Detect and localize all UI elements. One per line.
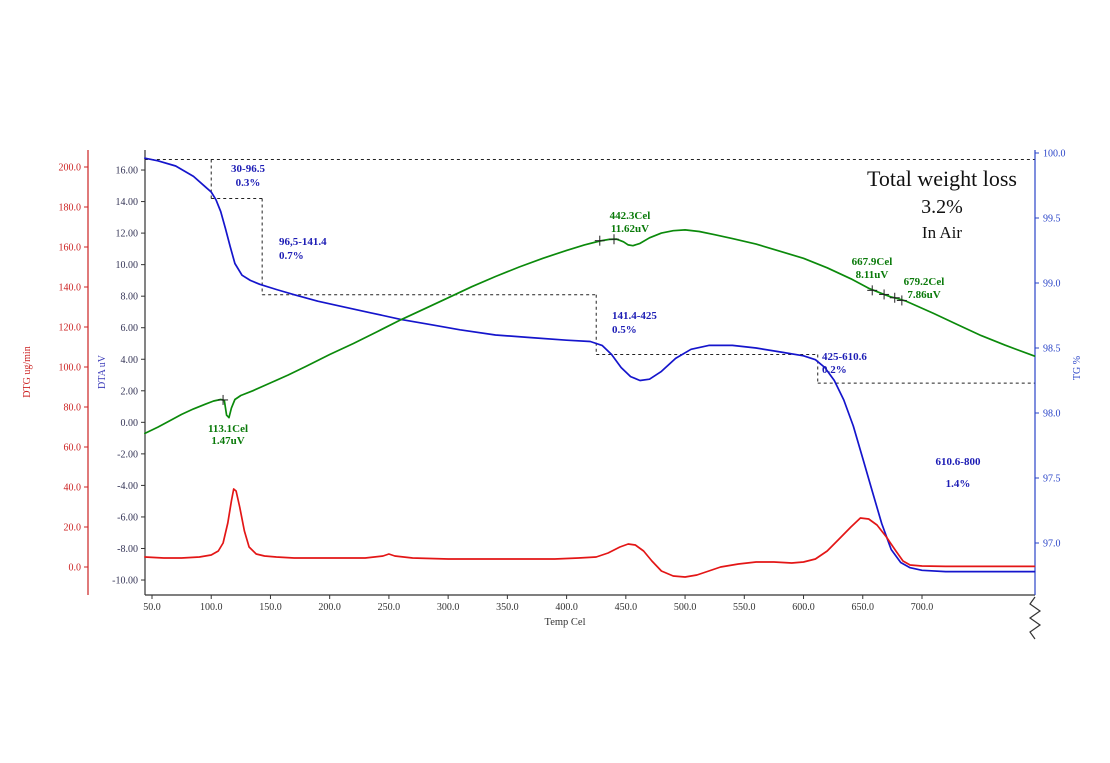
dta-tick-label: 4.00: [121, 355, 139, 366]
annotation-text: 1.47uV: [211, 435, 244, 447]
dta-tick-label: 12.00: [116, 229, 139, 240]
tg-tick-label: 99.5: [1043, 213, 1061, 224]
x-tick-label: 500.0: [674, 602, 697, 613]
x-tick-label: 400.0: [555, 602, 578, 613]
dta-curve: [144, 229, 1036, 435]
annotation-text: 0.7%: [279, 250, 304, 262]
x-tick-label: 650.0: [852, 602, 875, 613]
annotations: 30-96.5 0.3% 96,5-141.4 0.7% 442.3Cel11.62uV…: [208, 163, 981, 490]
title-line: In Air: [922, 223, 962, 242]
tg-tick-label: 97.0: [1043, 538, 1061, 549]
x-tick-label: 100.0: [200, 602, 223, 613]
dta-tick-label: -8.00: [117, 544, 138, 555]
dta-tick-label: -4.00: [117, 481, 138, 492]
tg-tick-label: 100.0: [1043, 148, 1066, 159]
dtg-tick-label: 60.0: [64, 443, 82, 454]
annotation-text: 442.3Cel: [610, 210, 651, 222]
annotation-text: 667.9Cel: [852, 256, 893, 268]
weight-loss-step-lines: [144, 158, 1035, 384]
tg-curve: [144, 157, 1036, 573]
x-tick-label: 350.0: [496, 602, 519, 613]
tg-tick-label: 98.5: [1043, 343, 1061, 354]
x-axis-title: Temp Cel: [545, 617, 586, 628]
annotation-text: 0.5%: [612, 324, 637, 336]
annotation-text: 30-96.5: [231, 163, 265, 175]
tg-axis-break-squiggle: [1028, 596, 1042, 640]
dtg-tick-label: 200.0: [59, 163, 82, 174]
tg-tick-label: 98.0: [1043, 408, 1061, 419]
axes: 50.0 100.0 150.0 200.0 250.0 300.0 350.0 400.0 4…: [22, 148, 1083, 640]
dtg-tick-label: 20.0: [64, 523, 82, 534]
dta-tick-label: 16.00: [116, 166, 139, 177]
dtg-tick-label: 40.0: [64, 483, 82, 494]
dta-tick-label: 10.00: [116, 260, 139, 271]
title-line: 3.2%: [921, 196, 963, 218]
dta-tick-label: 2.00: [121, 386, 139, 397]
dta-tick-label: -10.00: [112, 576, 138, 587]
annotation-text: 11.62uV: [611, 223, 649, 235]
dtg-axis-title: DTG ug/min: [22, 346, 33, 397]
x-tick-label: 300.0: [437, 602, 460, 613]
annotation-text: 96,5-141.4: [279, 236, 327, 248]
dta-tick-label: 8.00: [121, 292, 139, 303]
dta-tick-label: -6.00: [117, 512, 138, 523]
dtg-tick-label: 100.0: [59, 363, 82, 374]
dtg-tick-label: 180.0: [59, 203, 82, 214]
annotation-text: 0.2%: [822, 364, 847, 376]
annotation-text: 679.2Cel: [904, 276, 945, 288]
x-tick-label: 50.0: [143, 602, 161, 613]
dtg-tick-label: 120.0: [59, 323, 82, 334]
dtg-tick-label: 0.0: [69, 563, 82, 574]
dtg-tick-label: 80.0: [64, 403, 82, 414]
dtg-curve: [144, 488, 1036, 578]
dtg-tick-label: 160.0: [59, 243, 82, 254]
x-tick-label: 700.0: [911, 602, 934, 613]
annotation-text: 0.3%: [236, 177, 261, 189]
annotation-text: 1.4%: [946, 478, 971, 490]
x-tick-label: 250.0: [378, 602, 401, 613]
dta-tick-label: 0.00: [121, 418, 139, 429]
annotation-text: 610.6-800: [936, 456, 981, 468]
x-tick-label: 150.0: [259, 602, 282, 613]
annotation-text: 8.11uV: [856, 269, 889, 281]
annotation-text: 141.4-425: [612, 310, 657, 322]
dta-tick-label: 6.00: [121, 323, 139, 334]
annotation-text: 425-610.6: [822, 351, 867, 363]
dtg-tick-label: 140.0: [59, 283, 82, 294]
x-tick-label: 200.0: [318, 602, 341, 613]
x-tick-label: 600.0: [792, 602, 815, 613]
tg-tick-label: 99.0: [1043, 278, 1061, 289]
tg-axis-title: TG %: [1072, 356, 1083, 380]
x-tick-label: 550.0: [733, 602, 756, 613]
measurement-markers: [218, 234, 907, 405]
tg-tick-label: 97.5: [1043, 473, 1061, 484]
title-line: Total weight loss: [867, 166, 1017, 191]
dta-tick-label: 14.00: [116, 197, 139, 208]
annotation-text: 7.86uV: [907, 289, 940, 301]
x-tick-label: 450.0: [615, 602, 638, 613]
dta-axis-title: DTA uV: [97, 354, 108, 389]
annotation-text: 113.1Cel: [208, 423, 248, 435]
title-block: Total weight loss 3.2% In Air: [867, 166, 1017, 242]
dta-tick-label: -2.00: [117, 449, 138, 460]
